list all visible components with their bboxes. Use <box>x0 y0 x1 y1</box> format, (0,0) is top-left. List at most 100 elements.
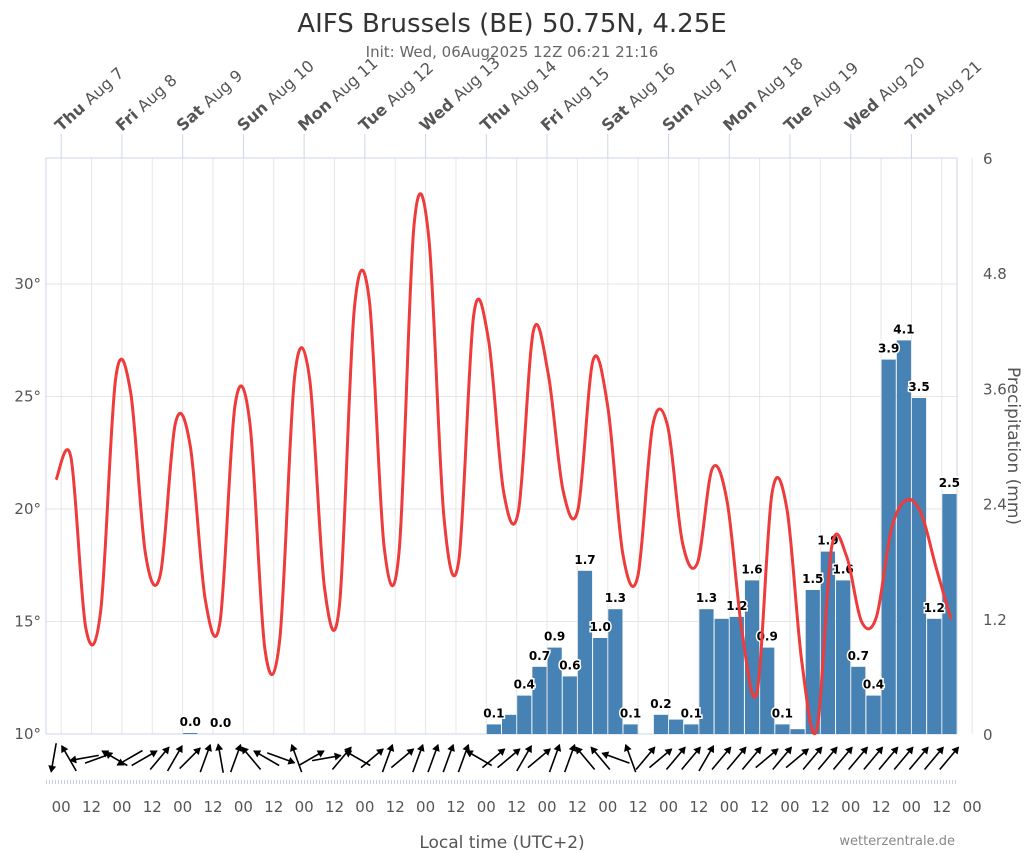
time-tick-label: 12 <box>872 798 891 816</box>
temperature-axis: 10° 15° 20° 25° 30° <box>14 275 41 743</box>
wind-arrow <box>516 745 532 772</box>
time-tick-label: 12 <box>932 798 951 816</box>
day-date: Aug 8 <box>133 70 180 115</box>
precipitation-value-label: 2.5 <box>939 476 960 490</box>
precipitation-bar <box>593 638 608 734</box>
wind-arrow <box>412 743 425 773</box>
day-date: Aug 16 <box>624 59 679 111</box>
time-tick-label: 00 <box>841 798 860 816</box>
precipitation-bar <box>547 647 562 734</box>
time-tick-label: 00 <box>295 798 314 816</box>
time-tick-label: 00 <box>112 798 131 816</box>
day-date: Aug 14 <box>505 57 560 109</box>
wind-arrow <box>101 750 128 767</box>
precipitation-value-label: 0.1 <box>681 706 702 720</box>
precipitation-bar <box>896 340 911 734</box>
day-date: Aug 17 <box>688 56 743 108</box>
time-tick-label: 00 <box>780 798 799 816</box>
wind-arrow <box>149 746 170 771</box>
precipitation-bar <box>729 616 744 734</box>
time-tick-label: 12 <box>507 798 526 816</box>
wind-arrow <box>575 746 596 771</box>
wind-arrow <box>665 746 686 771</box>
precipitation-value-label: 0.7 <box>848 649 869 663</box>
time-tick-label: 00 <box>963 798 982 816</box>
precipitation-value-label: 0.1 <box>483 706 504 720</box>
chart-title: AIFS Brussels (BE) 50.75N, 4.25E <box>297 9 726 39</box>
time-tick-label: 12 <box>689 798 708 816</box>
precipitation-value-label: 1.3 <box>696 591 717 605</box>
time-tick-label: 00 <box>52 798 71 816</box>
time-tick-label: 12 <box>325 798 344 816</box>
day-date: Aug 12 <box>382 58 437 110</box>
wind-arrow <box>390 748 415 769</box>
precipitation-value-label: 3.5 <box>908 380 929 394</box>
precipitation-bar <box>820 551 836 734</box>
precipitation-value-label: 0.0 <box>210 716 231 730</box>
day-date: Aug 7 <box>80 63 127 108</box>
wind-arrow <box>311 752 342 762</box>
time-tick-label: 00 <box>173 798 192 816</box>
time-tick-label: 12 <box>203 798 222 816</box>
wind-arrow <box>923 746 944 771</box>
precipitation-bar <box>927 618 942 734</box>
wind-arrow <box>215 743 225 773</box>
wind-arrow <box>832 746 853 771</box>
precipitation-bar <box>851 666 866 734</box>
temperature-tick-label: 20° <box>14 500 41 518</box>
precipitation-bar <box>653 714 669 734</box>
precipitation-bar <box>669 719 684 734</box>
wind-arrow <box>711 746 732 771</box>
precipitation-bar <box>608 609 623 734</box>
precipitation-value-label: 0.4 <box>514 678 535 692</box>
wind-arrow <box>863 746 884 771</box>
time-tick-label: 00 <box>477 798 496 816</box>
precipitation-value-label: 1.2 <box>726 599 747 613</box>
wind-arrow <box>131 750 158 767</box>
precipitation-bar <box>790 729 805 734</box>
precipitation-value-label: 3.9 <box>878 342 899 356</box>
wind-arrow <box>939 746 960 771</box>
precipitation-bar <box>684 724 699 734</box>
wind-arrow <box>817 746 838 771</box>
wind-arrow <box>241 746 262 771</box>
time-tick-label: 12 <box>750 798 769 816</box>
wind-arrow <box>878 746 899 771</box>
time-axis: 00 12 00 12 00 12 00 12 00 12 00 12 00 12 00 12 00 12 00 12… <box>52 798 982 816</box>
temperature-tick-label: 15° <box>14 613 41 631</box>
chart-subtitle: Init: Wed, 06Aug2025 12Z 06:21 21:16 <box>366 43 659 61</box>
precipitation-tick-label: 3.6 <box>983 380 1007 398</box>
day-date: Aug 10 <box>263 56 318 108</box>
wind-arrow <box>548 743 562 773</box>
wind-arrow <box>624 743 637 773</box>
precipitation-bar <box>836 580 851 734</box>
precipitation-value-label: 0.2 <box>650 697 671 711</box>
wind-arrow <box>442 743 455 773</box>
time-tick-label: 00 <box>355 798 374 816</box>
wind-arrow <box>698 745 715 772</box>
wind-arrow <box>635 746 656 771</box>
time-tick-label: 00 <box>234 798 253 816</box>
wind-arrow <box>266 752 296 765</box>
day-date: Aug 19 <box>807 58 862 110</box>
temperature-tick-label: 25° <box>14 388 41 406</box>
wind-arrow <box>61 745 77 772</box>
wind-arrow <box>527 748 551 769</box>
precipitation-value-label: 0.7 <box>529 649 550 663</box>
precipitation-bar <box>183 733 198 734</box>
temperature-tick-label: 30° <box>14 275 41 293</box>
time-tick-label: 12 <box>82 798 101 816</box>
wind-arrow <box>681 746 701 771</box>
precipitation-value-label: 0.0 <box>180 715 201 729</box>
wind-arrow <box>253 750 280 767</box>
grid-lines <box>45 157 973 735</box>
wind-arrow <box>427 743 440 773</box>
time-tick-label: 12 <box>143 798 162 816</box>
day-date: Aug 18 <box>752 54 807 106</box>
temperature-tick-label: 10° <box>14 725 41 743</box>
time-tick-label: 00 <box>416 798 435 816</box>
time-tick-label: 00 <box>720 798 739 816</box>
precipitation-bar <box>577 570 593 734</box>
day-date: Aug 11 <box>327 54 382 106</box>
